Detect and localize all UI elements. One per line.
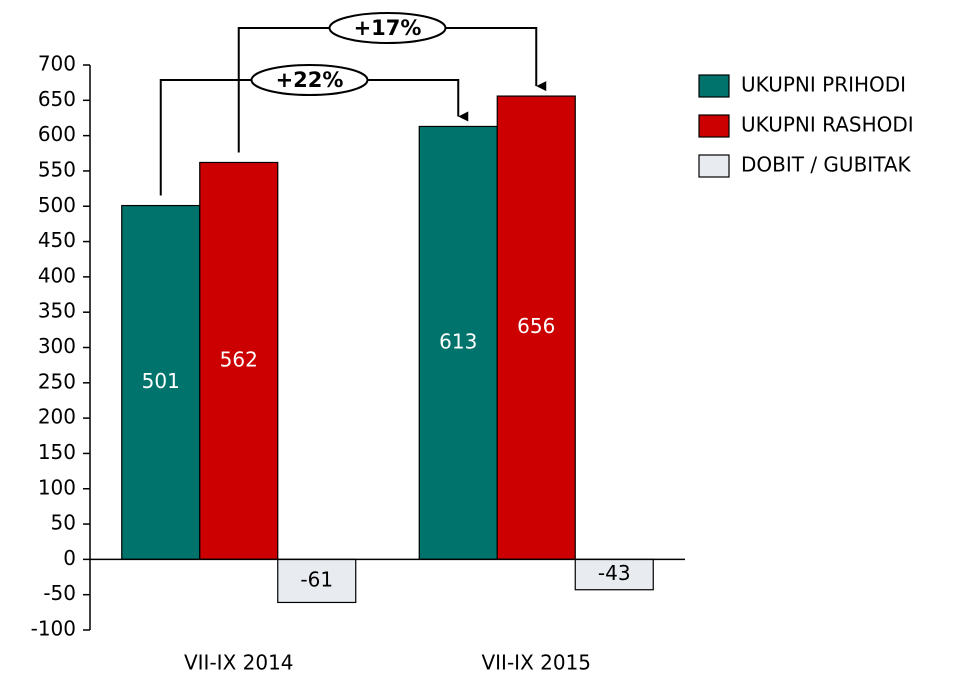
value-label: 501 [142, 369, 180, 393]
y-tick-label: 50 [51, 511, 76, 535]
legend-swatch [698, 114, 730, 138]
y-tick-label: 700 [38, 52, 76, 76]
x-tick-label: VII-IX 2015 [481, 651, 591, 675]
y-tick-label: -100 [31, 617, 76, 641]
bar [574, 558, 654, 591]
y-tick-label: 500 [38, 193, 76, 217]
bar [199, 161, 279, 560]
y-tick-label: 650 [38, 87, 76, 111]
legend-label: DOBIT / GUBITAK [741, 153, 912, 177]
legend-swatch [698, 154, 730, 178]
legend-label: UKUPNI RASHODI [741, 113, 914, 137]
y-tick-label: 450 [38, 228, 76, 252]
bar [121, 204, 201, 560]
y-tick-label: 250 [38, 369, 76, 393]
y-tick-label: 350 [38, 299, 76, 323]
y-tick-label: 100 [38, 475, 76, 499]
x-tick-label: VII-IX 2014 [184, 651, 294, 675]
annotation-oval [328, 12, 447, 44]
y-tick-label: 200 [38, 405, 76, 429]
annotation-oval [250, 64, 369, 96]
annotation: +22% [276, 68, 344, 92]
value-label: 656 [517, 314, 555, 338]
annotation: +17% [354, 16, 422, 40]
bar [418, 125, 498, 560]
y-tick-label: -50 [43, 581, 76, 605]
value-label: -61 [300, 567, 333, 591]
y-tick-label: 600 [38, 122, 76, 146]
value-label: -43 [598, 561, 631, 585]
y-tick-label: 300 [38, 334, 76, 358]
y-tick-label: 550 [38, 157, 76, 181]
y-tick-label: 150 [38, 440, 76, 464]
bar [496, 95, 576, 560]
value-label: 613 [439, 329, 477, 353]
value-label: 562 [220, 347, 258, 371]
legend-swatch [698, 74, 730, 98]
y-tick-label: 400 [38, 263, 76, 287]
legend-label: UKUPNI PRIHODI [741, 73, 906, 97]
y-tick-label: 0 [63, 546, 76, 570]
